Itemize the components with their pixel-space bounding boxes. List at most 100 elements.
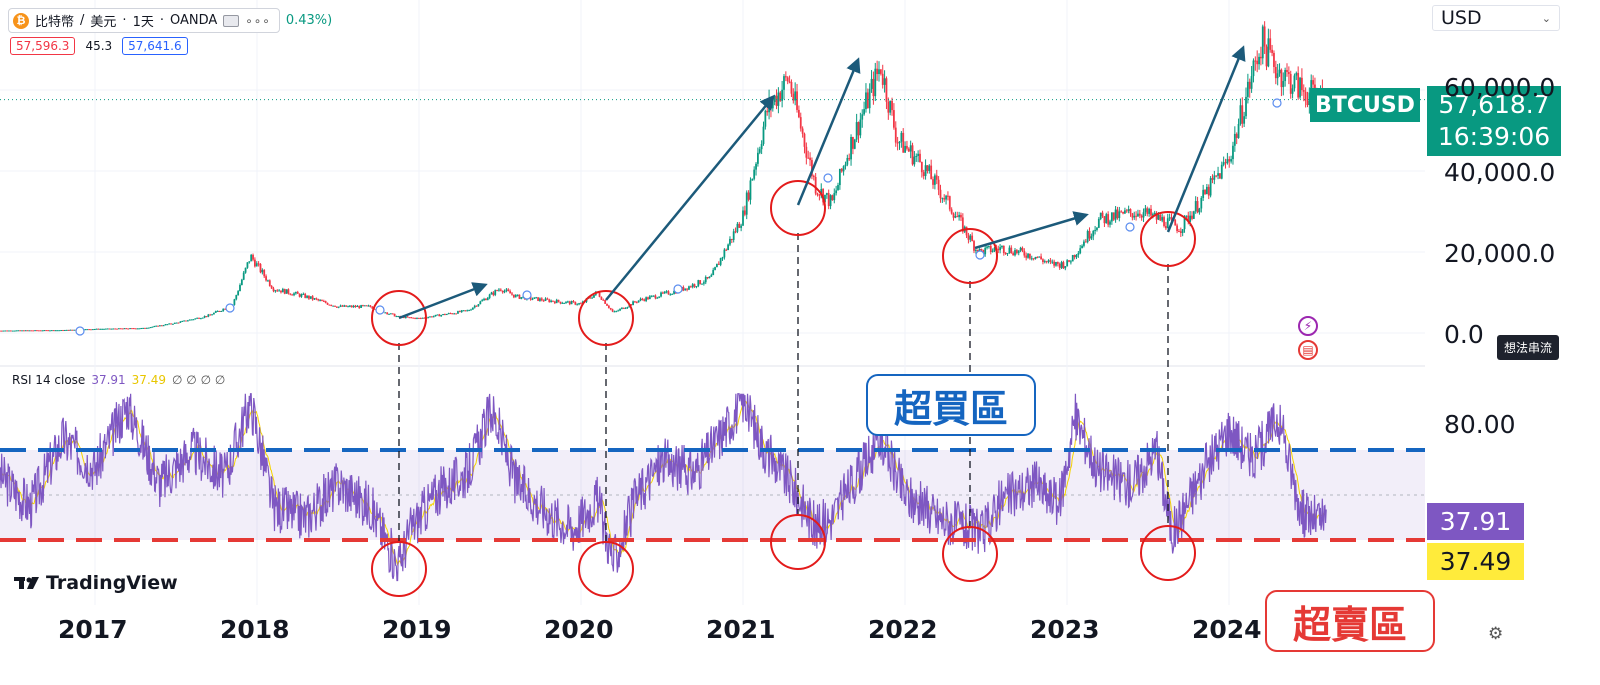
price-candle — [43, 330, 46, 332]
price-candle — [809, 157, 811, 161]
price-candle — [725, 249, 728, 251]
price-candle — [1088, 230, 1091, 239]
price-candle — [941, 198, 944, 200]
price-candle — [73, 329, 76, 331]
price-candle — [1025, 255, 1028, 258]
price-candle — [179, 321, 182, 323]
price-candle — [747, 192, 750, 200]
price-candle — [786, 77, 789, 82]
price-candle — [935, 175, 938, 180]
price-candle — [893, 110, 895, 128]
price-candle — [663, 291, 666, 294]
rsi-ma-value: 37.49 — [131, 373, 167, 387]
year-label: 2017 — [58, 615, 128, 644]
price-candle — [1125, 210, 1128, 212]
price-candle — [67, 329, 70, 331]
gear-icon[interactable]: ⚙ — [1488, 624, 1504, 644]
price-candle — [481, 300, 484, 302]
price-candle — [516, 294, 519, 296]
price-candle — [0, 330, 1, 332]
event-marker — [823, 173, 833, 183]
interval: 1天 — [132, 15, 154, 30]
price-candle — [1306, 100, 1309, 106]
price-candle — [1246, 81, 1249, 97]
price-candle — [647, 297, 649, 300]
price-candle — [1086, 230, 1089, 243]
price-candle — [894, 127, 897, 143]
price-candle — [321, 300, 323, 302]
ideas-stream-button[interactable]: 想法串流 — [1497, 335, 1560, 360]
price-candle — [358, 306, 361, 308]
symbol-box[interactable]: ₿ 比特幣 / 美元 · 1天 · OANDA ∘∘∘ — [8, 8, 280, 33]
buy-button[interactable]: 57,641.6 — [122, 37, 188, 55]
price-candle — [572, 301, 575, 303]
price-candle — [4, 330, 7, 332]
price-candle — [471, 307, 474, 310]
price-candle — [242, 272, 245, 280]
tradingview-logo[interactable]: TradingView — [14, 572, 178, 594]
price-candle — [552, 300, 554, 302]
price-candle — [1053, 261, 1056, 266]
price-candle — [287, 289, 290, 294]
price-candle — [509, 291, 512, 294]
price-candle — [1187, 215, 1190, 222]
price-axis-tick: 20,000.0 — [1444, 239, 1556, 268]
price-candle — [656, 297, 659, 299]
price-candle — [1274, 66, 1277, 79]
price-candle — [606, 303, 608, 306]
chevron-down-icon: ⌄ — [1541, 11, 1551, 25]
price-candle — [389, 313, 392, 315]
price-candle — [145, 327, 148, 329]
price-candle — [904, 145, 906, 153]
price-candle — [805, 146, 808, 158]
currency-selector[interactable]: USD ⌄ — [1432, 5, 1560, 31]
price-candle — [719, 258, 722, 265]
price-candle — [110, 328, 113, 330]
price-candle — [1207, 186, 1210, 196]
price-candle — [576, 304, 579, 306]
rsi-label: RSI 14 close — [12, 373, 86, 387]
price-candle — [1258, 56, 1260, 65]
price-candle — [544, 298, 547, 301]
price-candle — [974, 249, 977, 251]
event-marker — [673, 284, 683, 294]
price-candle — [604, 300, 607, 304]
price-candle — [1267, 38, 1270, 67]
price-candle — [198, 317, 200, 319]
price-candle — [1179, 231, 1182, 233]
flag-icon[interactable]: ▤ — [1298, 340, 1318, 360]
price-candle — [1103, 216, 1106, 224]
price-candle — [1213, 175, 1216, 180]
price-candle — [689, 286, 692, 288]
rsi-value-tag: 37.91 — [1427, 503, 1524, 540]
price-candle — [24, 330, 27, 332]
more-icon[interactable]: ∘∘∘ — [245, 13, 271, 28]
price-candle — [300, 294, 303, 297]
price-candle — [34, 330, 36, 332]
sell-button[interactable]: 57,596.3 — [10, 37, 76, 55]
price-candle — [302, 293, 305, 295]
rsi-ma-tag: 37.49 — [1427, 543, 1524, 580]
price-candle — [267, 280, 269, 282]
price-candle — [108, 328, 111, 330]
price-candle — [449, 313, 452, 315]
exchange: OANDA — [169, 13, 218, 28]
price-candle — [1202, 189, 1205, 198]
price-candle — [1071, 255, 1074, 262]
eye-icon[interactable] — [223, 14, 240, 27]
price-candle — [445, 314, 448, 316]
price-candle — [1254, 60, 1257, 62]
price-candle — [919, 153, 921, 163]
price-candle — [494, 290, 497, 295]
price-candle — [911, 145, 914, 165]
lightning-icon[interactable]: ⚡ — [1298, 316, 1318, 336]
price-candle — [1040, 256, 1042, 260]
price-candle — [878, 69, 880, 75]
price-candle — [213, 312, 215, 315]
price-candle — [760, 143, 763, 150]
bar-countdown: 16:39:06 — [1437, 122, 1551, 151]
price-candle — [233, 299, 236, 305]
price-candle — [322, 300, 325, 302]
price-candle — [943, 198, 946, 200]
